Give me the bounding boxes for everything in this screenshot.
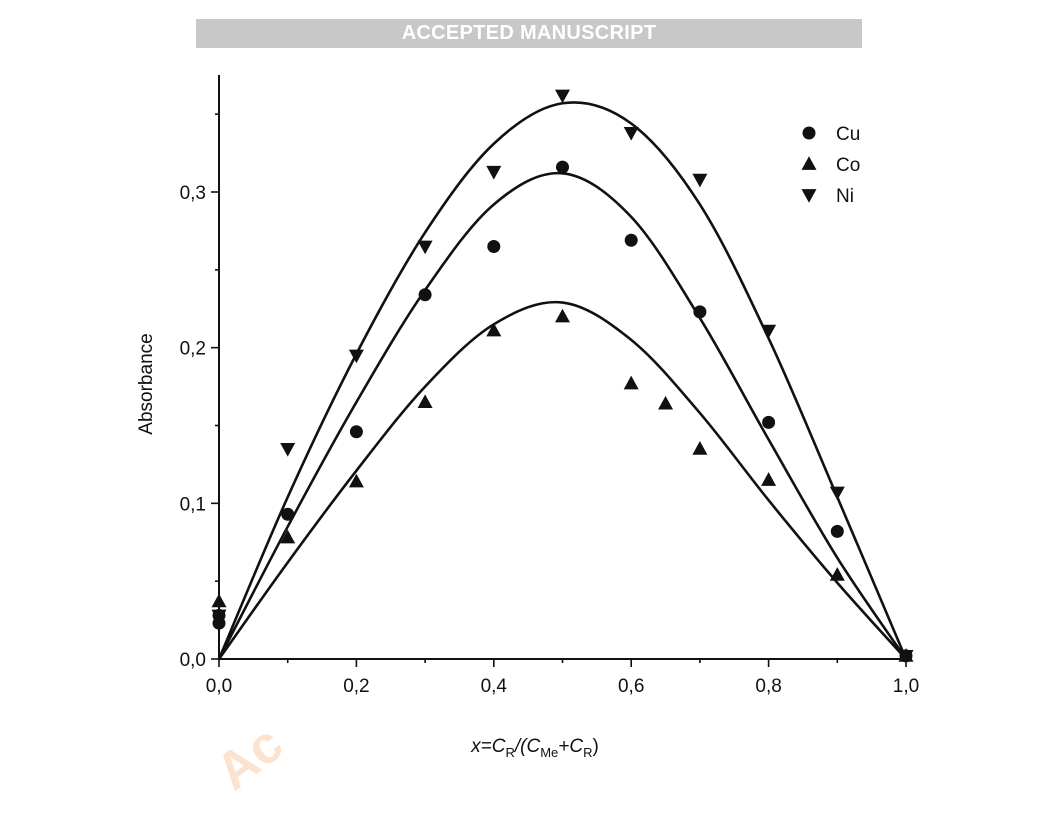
- data-point-ni: [898, 650, 914, 664]
- y-tick-label: 0,0: [180, 650, 206, 671]
- data-point-co: [417, 394, 433, 408]
- data-point-co: [658, 395, 674, 410]
- tick-labels: 0,0 0,2 0,4 0,6 0,8 1,0 0,0 0,1 0,2 0,3: [180, 183, 920, 697]
- data-point-ni: [211, 609, 227, 624]
- data-point-ni: [280, 443, 296, 457]
- data-point-ni: [486, 165, 502, 180]
- data-point-ni: [348, 349, 364, 364]
- data-point-cu: [624, 233, 638, 247]
- legend-marker-ni: [801, 189, 817, 203]
- data-point-ni: [829, 486, 845, 501]
- y-tick-label: 0,1: [180, 494, 206, 515]
- data-point-co: [280, 529, 296, 544]
- x-tick-label: 0,6: [618, 676, 644, 697]
- data-point-co: [761, 472, 777, 486]
- legend-label-co: Co: [836, 155, 860, 176]
- data-point-ni: [623, 126, 639, 141]
- x-tick-label: 1,0: [893, 676, 919, 697]
- data-point-cu: [556, 160, 569, 174]
- data-point-ni: [555, 89, 570, 104]
- fit-curve-ni: [217, 101, 908, 660]
- data-point-co: [486, 322, 502, 337]
- data-point-ni: [761, 324, 777, 339]
- y-tick-label: 0,2: [180, 339, 206, 360]
- x-tick-label: 0,8: [755, 676, 781, 697]
- data-point-co: [348, 473, 364, 488]
- data-point-co: [692, 441, 708, 455]
- data-point-cu: [487, 239, 501, 253]
- data-point-cu: [762, 415, 776, 429]
- axes: [211, 75, 907, 667]
- data-point-co: [211, 593, 227, 608]
- data-point-cu: [349, 425, 363, 439]
- data-point-cu: [830, 524, 844, 538]
- data-point-ni: [692, 173, 708, 188]
- legend: Cu Co Ni: [801, 124, 860, 207]
- data-point-co: [623, 375, 639, 390]
- x-tick-label: 0,2: [343, 676, 369, 697]
- data-point-ni: [417, 240, 433, 255]
- data-point-cu: [281, 507, 295, 521]
- fit-curve-co: [217, 300, 907, 660]
- y-tick-label: 0,3: [180, 183, 206, 204]
- x-tick-label: 0,0: [206, 676, 232, 697]
- legend-label-cu: Cu: [836, 124, 860, 145]
- data-point-co: [829, 567, 845, 581]
- data-point-cu: [693, 305, 707, 319]
- x-axis-label: x=CR/(CMe+CR): [470, 736, 599, 760]
- legend-marker-cu: [802, 126, 816, 140]
- data-point-co: [555, 308, 570, 323]
- y-axis-label: Absorbance: [136, 333, 157, 434]
- legend-marker-co: [801, 156, 817, 170]
- accepted-manuscript-banner: ACCEPTED MANUSCRIPT: [196, 19, 862, 48]
- data-point-cu: [418, 288, 432, 302]
- legend-label-ni: Ni: [836, 186, 854, 207]
- x-tick-label: 0,4: [481, 676, 508, 697]
- data-markers: [211, 89, 914, 664]
- fit-curves: [217, 101, 908, 660]
